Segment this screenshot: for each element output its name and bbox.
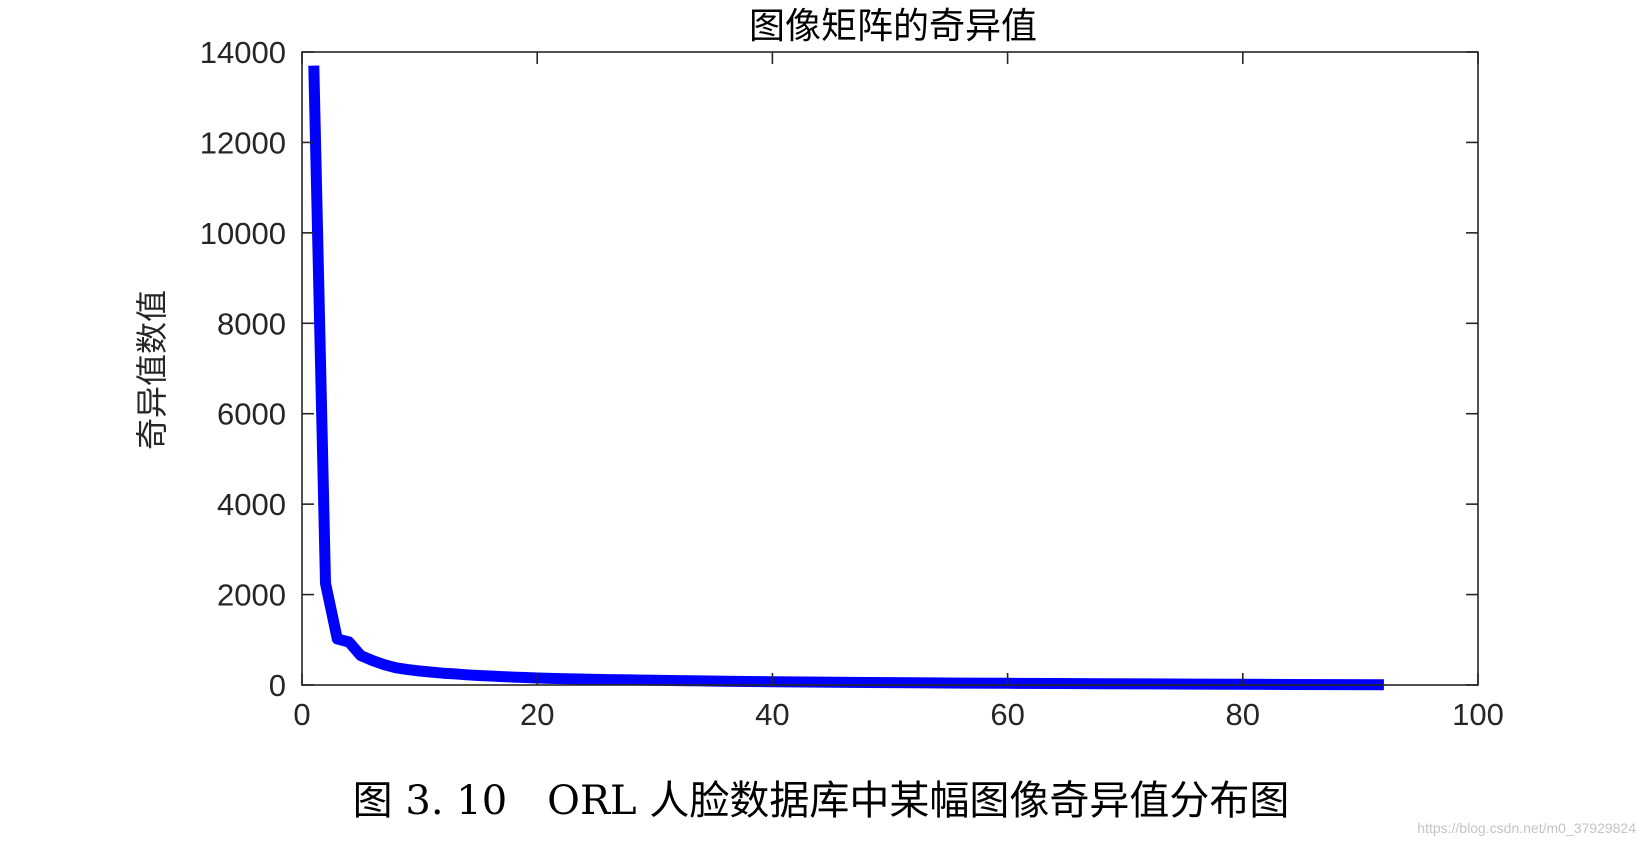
y-tick-label-5: 10000 bbox=[200, 216, 286, 251]
y-tick-label-0: 0 bbox=[269, 668, 286, 703]
series-line-0 bbox=[308, 65, 1384, 691]
x-tick-label-0: 0 bbox=[293, 697, 310, 732]
chart-title: 图像矩阵的奇异值 bbox=[749, 6, 1037, 47]
y-tick-label-7: 14000 bbox=[200, 35, 286, 70]
y-tick-label-2: 4000 bbox=[217, 487, 286, 522]
plot-layer: 0 20 40 60 80 100 0 2000 4000 6000 8000 10000 12000 1… bbox=[200, 35, 1504, 732]
x-tick-label-4: 80 bbox=[1226, 697, 1260, 732]
x-tick-label-2: 40 bbox=[755, 697, 789, 732]
plot-frame bbox=[301, 51, 1479, 686]
watermark: https://blog.csdn.net/m0_37929824 bbox=[1417, 820, 1636, 836]
y-tick-label-1: 2000 bbox=[217, 578, 286, 613]
x-tick-label-3: 60 bbox=[990, 697, 1024, 732]
y-tick-label-6: 12000 bbox=[200, 125, 286, 160]
y-tick-label-3: 6000 bbox=[217, 397, 286, 432]
figure-caption: 图 3. 10 ORL 人脸数据库中某幅图像奇异值分布图 bbox=[352, 778, 1290, 824]
x-tick-label-1: 20 bbox=[520, 697, 554, 732]
y-tick-label-4: 8000 bbox=[217, 306, 286, 341]
y-axis-label: 奇异值数值 bbox=[133, 290, 171, 450]
x-tick-label-5: 100 bbox=[1452, 697, 1504, 732]
